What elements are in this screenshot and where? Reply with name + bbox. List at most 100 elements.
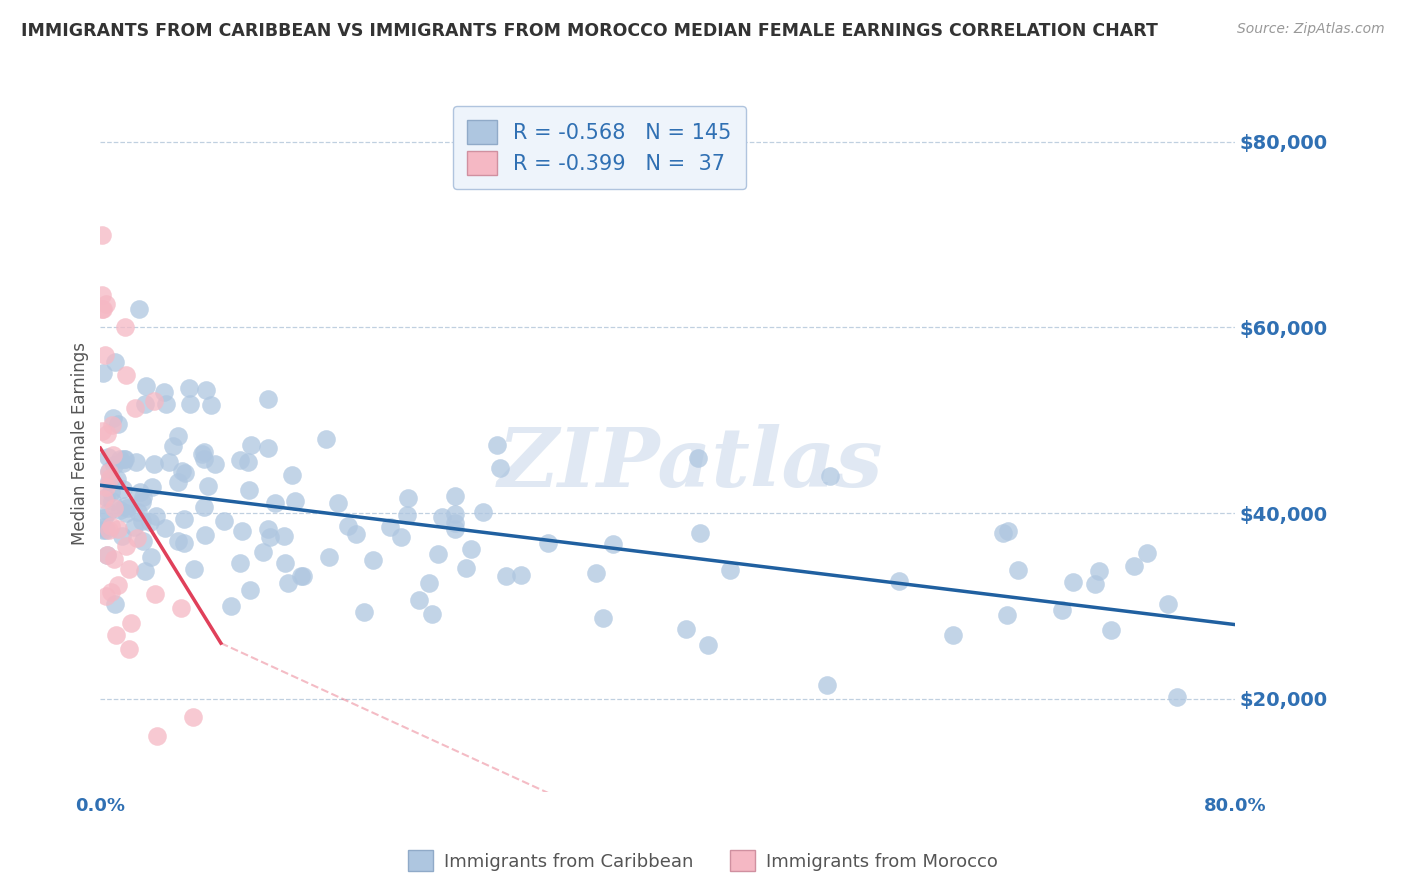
Point	[104, 355, 127, 369]
Point	[167, 533, 190, 548]
Point	[118, 562, 141, 576]
Point	[91, 366, 114, 380]
Point	[105, 628, 128, 642]
Point	[114, 320, 136, 334]
Point	[91, 301, 114, 316]
Point	[426, 547, 449, 561]
Point	[93, 492, 115, 507]
Point	[114, 368, 136, 382]
Point	[204, 457, 226, 471]
Point	[112, 456, 135, 470]
Point	[1156, 597, 1178, 611]
Point	[509, 567, 531, 582]
Point	[228, 453, 250, 467]
Point	[118, 642, 141, 657]
Point	[718, 563, 741, 577]
Point	[114, 506, 136, 520]
Point	[1050, 603, 1073, 617]
Point	[115, 539, 138, 553]
Point	[602, 537, 624, 551]
Point	[90, 301, 112, 316]
Legend: R = -0.568   N = 145, R = -0.399   N =  37: R = -0.568 N = 145, R = -0.399 N = 37	[453, 105, 747, 189]
Point	[239, 438, 262, 452]
Point	[344, 527, 367, 541]
Point	[153, 521, 176, 535]
Point	[159, 455, 181, 469]
Point	[997, 524, 1019, 539]
Point	[456, 561, 478, 575]
Point	[193, 500, 215, 515]
Point	[139, 515, 162, 529]
Point	[108, 503, 131, 517]
Point	[489, 461, 512, 475]
Point	[97, 465, 120, 479]
Point	[219, 599, 242, 613]
Point	[284, 494, 307, 508]
Point	[420, 607, 443, 621]
Point	[318, 550, 340, 565]
Point	[179, 396, 201, 410]
Point	[142, 394, 165, 409]
Point	[193, 444, 215, 458]
Point	[686, 450, 709, 465]
Point	[229, 556, 252, 570]
Point	[389, 530, 412, 544]
Point	[471, 505, 494, 519]
Point	[110, 529, 132, 543]
Point	[173, 466, 195, 480]
Point	[212, 514, 235, 528]
Point	[108, 451, 131, 466]
Point	[120, 615, 142, 630]
Point	[238, 483, 260, 498]
Point	[104, 597, 127, 611]
Point	[585, 566, 607, 580]
Point	[127, 531, 149, 545]
Point	[292, 569, 315, 583]
Point	[183, 562, 205, 576]
Point	[197, 479, 219, 493]
Point	[91, 520, 114, 534]
Point	[98, 464, 121, 478]
Point	[97, 504, 120, 518]
Point	[1099, 623, 1122, 637]
Point	[103, 500, 125, 515]
Point	[101, 494, 124, 508]
Point	[239, 582, 262, 597]
Point	[361, 553, 384, 567]
Point	[96, 480, 118, 494]
Point	[495, 569, 517, 583]
Point	[444, 489, 467, 503]
Point	[277, 576, 299, 591]
Point	[162, 439, 184, 453]
Point	[98, 475, 121, 489]
Point	[100, 584, 122, 599]
Point	[193, 452, 215, 467]
Point	[100, 518, 122, 533]
Point	[252, 545, 274, 559]
Point	[105, 472, 128, 486]
Point	[444, 522, 467, 536]
Point	[256, 392, 278, 406]
Point	[97, 524, 120, 538]
Point	[444, 516, 467, 530]
Point	[91, 287, 114, 301]
Point	[378, 520, 401, 534]
Point	[181, 710, 204, 724]
Point	[134, 397, 156, 411]
Point	[1166, 690, 1188, 705]
Point	[131, 514, 153, 528]
Point	[460, 542, 482, 557]
Point	[131, 494, 153, 508]
Point	[172, 464, 194, 478]
Point	[166, 475, 188, 489]
Point	[90, 227, 112, 242]
Point	[155, 396, 177, 410]
Point	[107, 522, 129, 536]
Point	[101, 448, 124, 462]
Y-axis label: Median Female Earnings: Median Female Earnings	[72, 342, 89, 545]
Point	[96, 548, 118, 562]
Point	[537, 536, 560, 550]
Point	[125, 455, 148, 469]
Point	[124, 519, 146, 533]
Point	[315, 432, 337, 446]
